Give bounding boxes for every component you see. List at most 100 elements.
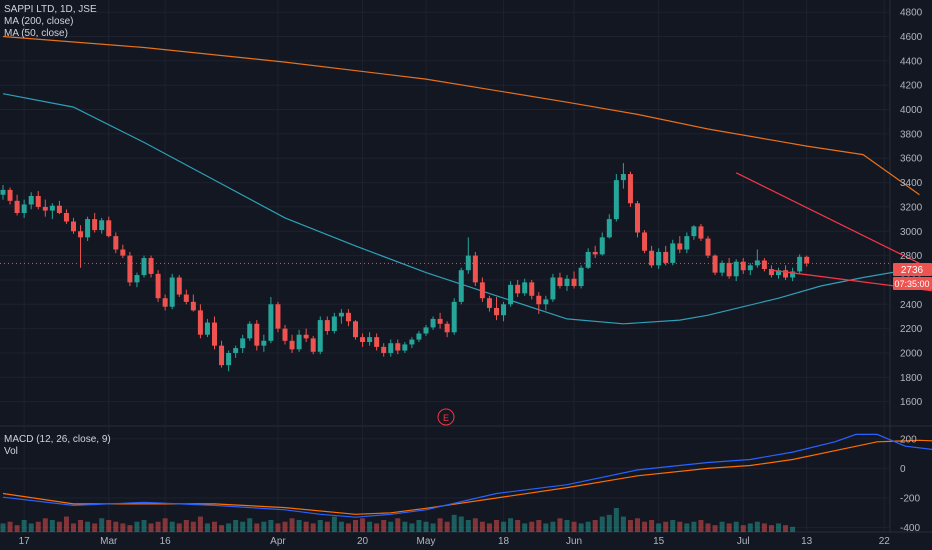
candle-body (395, 343, 401, 351)
candle-body (233, 348, 239, 353)
volume-bar (310, 523, 316, 532)
candle-body (183, 294, 189, 302)
candle-body (733, 261, 739, 277)
volume-bar (677, 521, 683, 532)
volume-bar (698, 520, 704, 532)
candle-body (7, 189, 13, 201)
volume-bar (451, 514, 457, 532)
price-tick-label: 1800 (900, 373, 923, 384)
moving-averages (2, 35, 920, 325)
candle-body (148, 258, 154, 274)
candle-body (261, 340, 267, 346)
legend-vol[interactable]: Vol (4, 446, 18, 457)
candle-body (127, 255, 133, 283)
volume-bar (183, 520, 189, 532)
candle-body (381, 346, 387, 353)
volume-bar (472, 518, 478, 532)
legend-ma200[interactable]: MA (200, close) (4, 16, 74, 27)
candle-body (585, 251, 591, 268)
volume-bar (649, 520, 655, 532)
candle-body (176, 277, 182, 295)
volume-bar (247, 518, 253, 532)
volume-bar (409, 523, 415, 532)
candle-body (317, 320, 323, 352)
candle-body (691, 226, 697, 237)
time-tick-label: Apr (270, 536, 286, 547)
volume-bar (345, 523, 351, 532)
price-tag-value: 2736 (901, 265, 924, 276)
candle-body (536, 295, 542, 305)
volume-bar (42, 518, 48, 532)
price-tick-label: 2400 (900, 300, 923, 311)
volume-bar (155, 521, 161, 532)
volume-bar (635, 518, 640, 532)
candle-body (35, 195, 41, 207)
candle-body (49, 205, 55, 211)
price-tick-label: 4600 (900, 32, 923, 43)
candle-body (204, 322, 210, 335)
volume-bar (282, 521, 288, 532)
volume-bar (63, 516, 69, 532)
volume-bar (148, 523, 154, 532)
volume-bar (501, 521, 507, 532)
candle-body (254, 323, 260, 346)
legend-macd[interactable]: MACD (12, 26, close, 9) (4, 434, 111, 445)
time-tick-label: 17 (19, 536, 31, 547)
legend-title[interactable]: SAPPI LTD, 1D, JSE (4, 4, 97, 15)
candle-body (620, 174, 626, 181)
ma200-line (2, 35, 920, 196)
candle-body (345, 312, 351, 322)
candle-body (437, 318, 443, 324)
time-tick-label: Mar (100, 536, 118, 547)
volume-bar (14, 525, 20, 532)
volume-bar (656, 523, 662, 532)
volume-bar (113, 521, 119, 532)
price-tick-label: 3000 (900, 227, 923, 238)
volume-bar (606, 514, 612, 532)
volume-bar (691, 521, 697, 532)
volume-bar (338, 521, 344, 532)
candles (0, 163, 810, 372)
volume-bar (465, 520, 471, 532)
legend-main: SAPPI LTD, 1D, JSE MA (200, close) MA (5… (4, 4, 97, 40)
volume-bar (613, 508, 619, 532)
volume-bar (458, 516, 464, 532)
price-tag-countdown: 07:35:00 (894, 279, 929, 289)
volume-bar (783, 525, 789, 532)
candle-body (197, 310, 203, 335)
candle-body (247, 323, 253, 339)
candle-body (804, 256, 810, 264)
candle-body (501, 304, 507, 316)
price-tick-label: 3200 (900, 202, 923, 213)
legend-ma50[interactable]: MA (50, close) (4, 28, 68, 39)
candle-body (42, 206, 48, 211)
candle-body (367, 337, 373, 343)
earnings-marker[interactable]: E (437, 408, 455, 426)
volume-bar (494, 520, 499, 532)
volume-bar (529, 521, 535, 532)
candle-body (790, 271, 796, 278)
volume-bar (768, 525, 774, 532)
trendlines (0, 172, 932, 292)
price-tick-label: 3600 (900, 154, 923, 165)
candle-body (550, 277, 556, 300)
candle-body (303, 334, 309, 339)
candle-body (776, 270, 781, 276)
candle-body (92, 219, 98, 231)
volume-bar (515, 520, 521, 532)
trendline (735, 172, 932, 271)
volume-bar (99, 518, 105, 532)
volume-bar (430, 523, 436, 532)
volume-bar (212, 521, 217, 532)
candle-body (63, 213, 69, 222)
candle-body (430, 318, 436, 328)
candle-body (458, 270, 464, 302)
volume-bar (776, 523, 781, 532)
price-tick-label: 2800 (900, 251, 923, 262)
volume-bar (761, 523, 767, 532)
trendline (771, 269, 932, 292)
volume-bar (670, 520, 676, 532)
candle-body (155, 273, 161, 299)
time-tick-label: 18 (498, 536, 510, 547)
